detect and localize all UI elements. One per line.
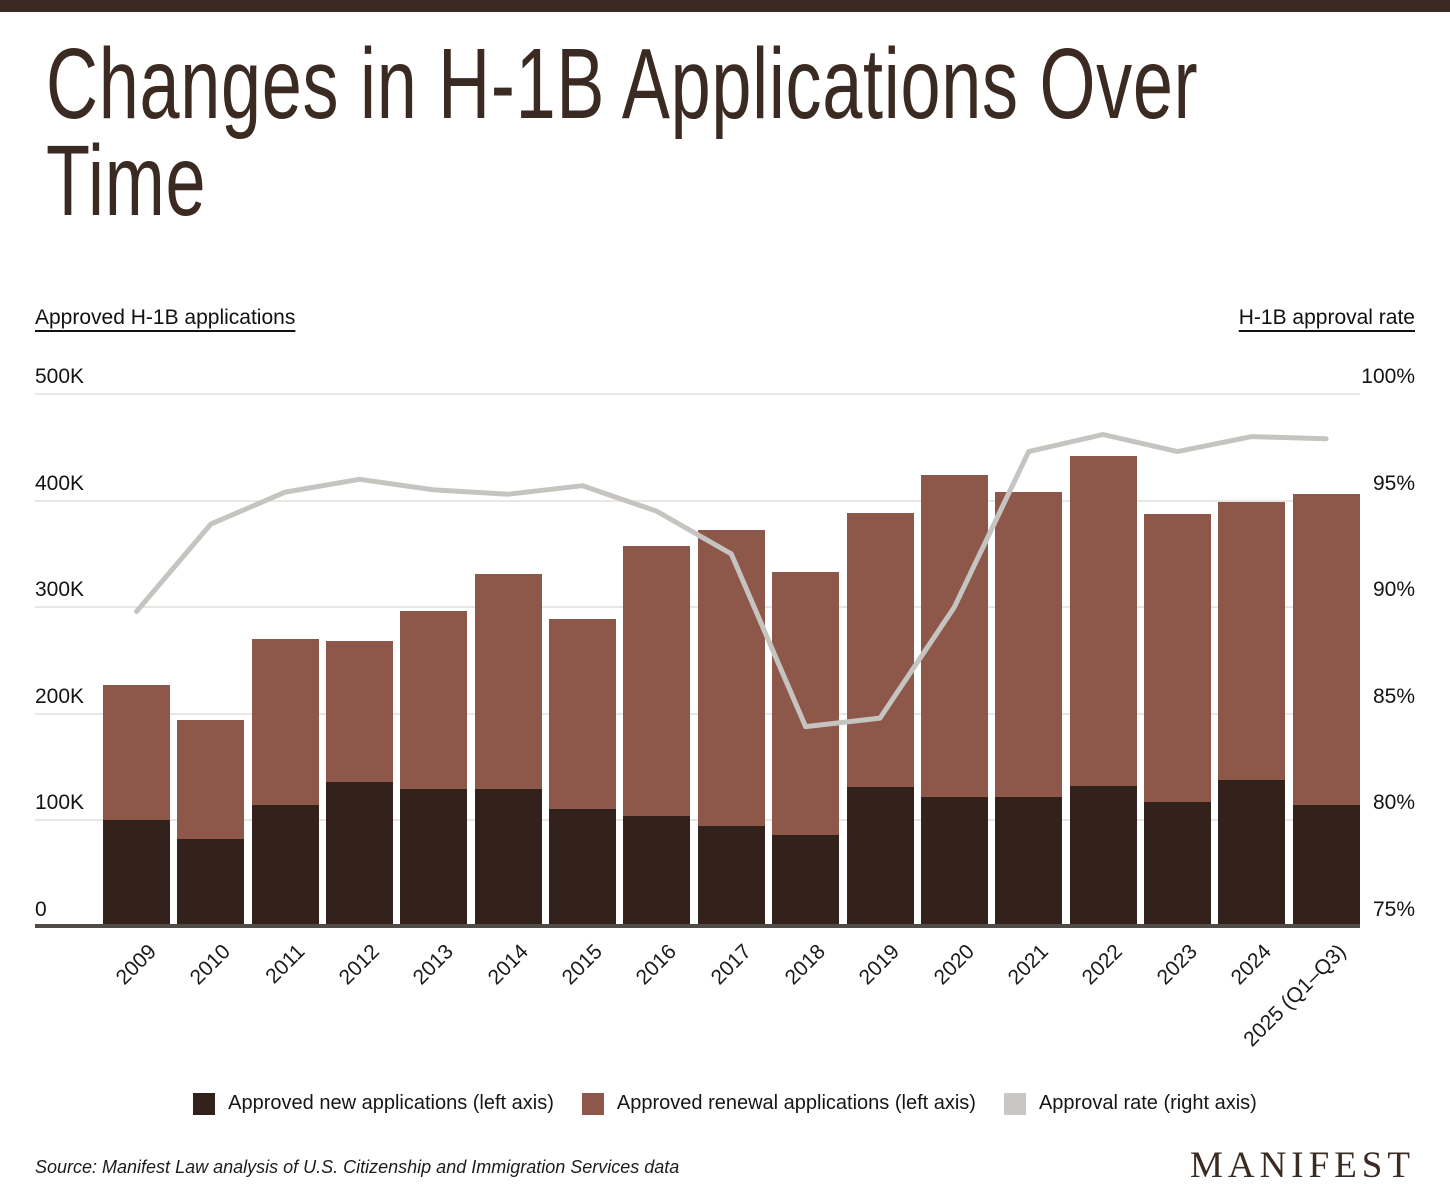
bar-renewal-2025 (Q1–Q3): [1292, 494, 1360, 806]
bar-renewal-2019: [846, 513, 914, 788]
legend-label-renewal-applications: Approved renewal applications (left axis…: [616, 1092, 976, 1114]
legend-label-new-applications: Approved new applications (left axis): [228, 1092, 554, 1114]
year-label-2023: 2023: [1152, 940, 1202, 990]
bar-new-2020: [920, 796, 988, 927]
bar-new-2023: [1143, 802, 1211, 927]
bar-new-2011: [251, 805, 319, 927]
bar-new-2022: [1069, 786, 1137, 927]
left-axis-header: Approved H-1B applications: [35, 306, 296, 329]
approval-rate-line-layer: [134, 432, 1329, 730]
manifest-logo: MANIFEST: [1189, 1145, 1415, 1186]
bar-renewal-2011: [251, 639, 319, 806]
bar-renewal-2017: [697, 530, 765, 826]
page-title-line1: Changes in H-1B Applications Over: [46, 28, 1199, 140]
year-label-2009: 2009: [111, 940, 161, 990]
year-label-2016: 2016: [631, 940, 682, 990]
year-label-2011: 2011: [261, 940, 310, 989]
bar-new-2016: [623, 816, 691, 927]
gridline: [35, 499, 1360, 502]
top-accent-bar: [0, 0, 1450, 12]
approval-rate-line: [134, 432, 1329, 730]
bar-renewal-2024: [1218, 501, 1286, 780]
bar-renewal-2021: [995, 492, 1063, 797]
year-label-2015: 2015: [557, 940, 607, 990]
bar-renewal-2010: [177, 720, 245, 839]
x-axis-baseline: [35, 924, 1360, 928]
right-tick-label: 90%: [1372, 578, 1415, 602]
left-tick-label: 200K: [35, 684, 85, 708]
bar-new-2014: [474, 789, 542, 927]
bar-new-2015: [549, 808, 617, 927]
gridline: [35, 393, 1360, 395]
bar-renewal-2014: [474, 574, 542, 790]
left-tick-label: 400K: [35, 471, 85, 495]
bar-new-2025 (Q1–Q3): [1292, 805, 1360, 927]
bar-new-2012: [326, 782, 394, 927]
right-tick-label: 75%: [1372, 898, 1415, 921]
chart-plot-area: 0 100K 200K 300K 400K 500K 75% 80% 85% 90% 95% 100…: [35, 365, 1415, 1051]
legend-item-new-applications: Approved new applications (left axis): [193, 1092, 554, 1115]
bar-new-2013: [400, 789, 468, 927]
gridline: [35, 712, 1360, 715]
bar-new-2010: [177, 838, 245, 927]
page-title: Changes in H-1B Applications Over Time: [46, 28, 1199, 237]
right-tick-label: 85%: [1372, 684, 1415, 708]
year-label-2018: 2018: [780, 940, 830, 990]
legend-item-approval-rate: Approval rate (right axis): [1003, 1092, 1257, 1115]
bar-renewal-2013: [400, 611, 468, 790]
year-label-2017: 2017: [706, 940, 756, 990]
bar-renewal-2012: [326, 641, 394, 782]
gridline: [35, 606, 1360, 609]
right-tick-label: 95%: [1372, 471, 1415, 495]
legend-item-renewal-applications: Approved renewal applications (left axis…: [581, 1092, 976, 1115]
year-label-2020: 2020: [929, 940, 979, 990]
year-label-2024: 2024: [1226, 940, 1277, 990]
legend-label-approval-rate: Approval rate (right axis): [1038, 1092, 1257, 1114]
bar-new-2017: [697, 825, 765, 927]
bar-renewal-2022: [1069, 455, 1137, 787]
left-tick-label: 500K: [35, 365, 85, 388]
gridline: [35, 819, 1360, 822]
bar-renewal-2023: [1143, 514, 1211, 803]
right-axis-header: H-1B approval rate: [1238, 306, 1415, 329]
bar-new-2018: [772, 835, 840, 927]
bar-new-2009: [103, 820, 170, 927]
bar-new-2019: [846, 787, 914, 927]
legend-swatch-new-applications: [193, 1092, 216, 1115]
legend-swatch-approval-rate: [1003, 1092, 1026, 1115]
year-label-2014: 2014: [483, 940, 533, 990]
page-title-line2: Time: [46, 125, 207, 237]
source-note: Source: Manifest Law analysis of U.S. Ci…: [35, 1157, 680, 1177]
bar-new-2021: [995, 796, 1063, 927]
year-label-2013: 2013: [408, 940, 459, 990]
left-tick-label: 0: [35, 898, 47, 921]
bar-renewal-2016: [623, 546, 691, 817]
chart-legend: Approved new applications (left axis) Ap…: [0, 1092, 1450, 1115]
right-tick-label: 80%: [1372, 791, 1415, 815]
bar-renewal-2009: [103, 685, 170, 821]
bar-renewal-2015: [549, 618, 617, 809]
bar-renewal-2018: [772, 572, 840, 836]
year-label-2022: 2022: [1078, 940, 1128, 990]
year-label-2021: 2021: [1003, 940, 1053, 990]
bar-new-2024: [1218, 779, 1286, 927]
left-tick-label: 300K: [35, 578, 85, 602]
year-label-2010: 2010: [185, 940, 236, 990]
legend-swatch-renewal-applications: [581, 1092, 604, 1115]
right-tick-label: 100%: [1361, 365, 1415, 388]
left-tick-label: 100K: [35, 791, 85, 815]
year-label-2019: 2019: [854, 940, 905, 990]
bar-renewal-2020: [920, 475, 988, 797]
year-label-2012: 2012: [334, 940, 384, 990]
